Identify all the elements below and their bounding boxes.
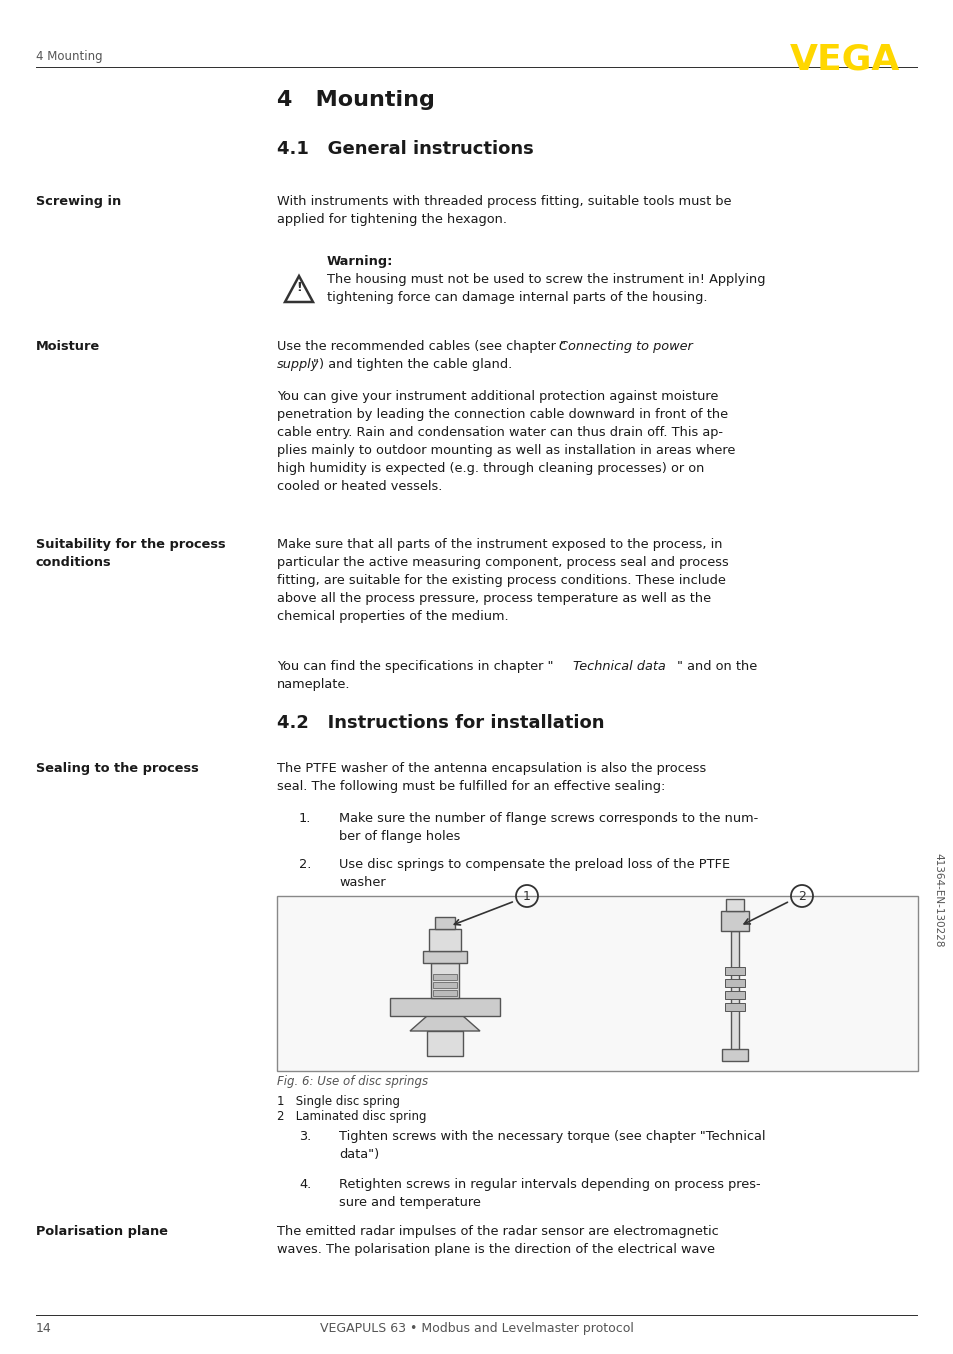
Text: 4.2   Instructions for installation: 4.2 Instructions for installation <box>276 714 604 733</box>
Bar <box>435 917 455 929</box>
Bar <box>431 963 458 998</box>
Bar <box>730 932 739 1051</box>
Text: 4 Mounting: 4 Mounting <box>36 50 103 64</box>
Text: Warning:: Warning: <box>327 255 393 268</box>
Text: 4   Mounting: 4 Mounting <box>276 89 435 110</box>
Bar <box>724 991 744 999</box>
Text: Screwing in: Screwing in <box>36 195 121 209</box>
Text: !: ! <box>295 282 301 294</box>
Polygon shape <box>410 1016 479 1030</box>
Bar <box>724 967 744 975</box>
Text: Use the recommended cables (see chapter ": Use the recommended cables (see chapter … <box>276 340 565 353</box>
Bar <box>721 1049 747 1062</box>
Bar <box>422 951 467 963</box>
Text: Fig. 6: Use of disc springs: Fig. 6: Use of disc springs <box>276 1075 428 1089</box>
Text: With instruments with threaded process fitting, suitable tools must be
applied f: With instruments with threaded process f… <box>276 195 731 226</box>
Text: 3.: 3. <box>298 1131 311 1143</box>
Text: " and on the: " and on the <box>677 659 757 673</box>
Text: The PTFE washer of the antenna encapsulation is also the process
seal. The follo: The PTFE washer of the antenna encapsula… <box>276 762 705 793</box>
Text: 1: 1 <box>522 890 531 903</box>
Text: 2: 2 <box>798 890 805 903</box>
Bar <box>720 911 748 932</box>
Text: You can find the specifications in chapter ": You can find the specifications in chapt… <box>276 659 553 673</box>
Text: ") and tighten the cable gland.: ") and tighten the cable gland. <box>313 357 512 371</box>
Text: 2   Laminated disc spring: 2 Laminated disc spring <box>276 1110 426 1122</box>
Text: Make sure the number of flange screws corresponds to the num-
ber of flange hole: Make sure the number of flange screws co… <box>338 812 758 844</box>
Text: Suitability for the process
conditions: Suitability for the process conditions <box>36 538 226 569</box>
Text: 1.: 1. <box>298 812 311 825</box>
Text: Polarisation plane: Polarisation plane <box>36 1225 168 1238</box>
Bar <box>390 998 499 1016</box>
Bar <box>276 896 917 1071</box>
Text: supply: supply <box>276 357 319 371</box>
Text: 1   Single disc spring: 1 Single disc spring <box>276 1095 399 1108</box>
Bar <box>433 982 456 988</box>
Text: 4.: 4. <box>298 1178 311 1192</box>
Bar <box>724 1003 744 1011</box>
Bar <box>429 929 460 951</box>
Bar <box>724 979 744 987</box>
Text: You can give your instrument additional protection against moisture
penetration : You can give your instrument additional … <box>276 390 735 493</box>
Text: Moisture: Moisture <box>36 340 100 353</box>
Bar <box>433 990 456 997</box>
Text: Technical data: Technical data <box>573 659 665 673</box>
Text: Sealing to the process: Sealing to the process <box>36 762 198 774</box>
Text: The emitted radar impulses of the radar sensor are electromagnetic
waves. The po: The emitted radar impulses of the radar … <box>276 1225 718 1257</box>
Text: VEGAPULS 63 • Modbus and Levelmaster protocol: VEGAPULS 63 • Modbus and Levelmaster pro… <box>319 1322 634 1335</box>
Bar <box>427 1030 462 1056</box>
Text: The housing must not be used to screw the instrument in! Applying
tightening for: The housing must not be used to screw th… <box>327 274 764 305</box>
Text: Retighten screws in regular intervals depending on process pres-
sure and temper: Retighten screws in regular intervals de… <box>338 1178 760 1209</box>
Text: nameplate.: nameplate. <box>276 678 350 691</box>
Text: Use disc springs to compensate the preload loss of the PTFE
washer: Use disc springs to compensate the prelo… <box>338 858 729 890</box>
Text: 4.1   General instructions: 4.1 General instructions <box>276 139 533 158</box>
Text: 2.: 2. <box>298 858 311 871</box>
Bar <box>725 899 743 911</box>
Text: Tighten screws with the necessary torque (see chapter "Technical
data"): Tighten screws with the necessary torque… <box>338 1131 764 1160</box>
Text: Make sure that all parts of the instrument exposed to the process, in
particular: Make sure that all parts of the instrume… <box>276 538 728 623</box>
Text: VEGA: VEGA <box>789 42 899 76</box>
Text: Connecting to power: Connecting to power <box>558 340 692 353</box>
Text: 41364-EN-130228: 41364-EN-130228 <box>932 853 942 948</box>
Text: 14: 14 <box>36 1322 51 1335</box>
Bar <box>433 974 456 980</box>
